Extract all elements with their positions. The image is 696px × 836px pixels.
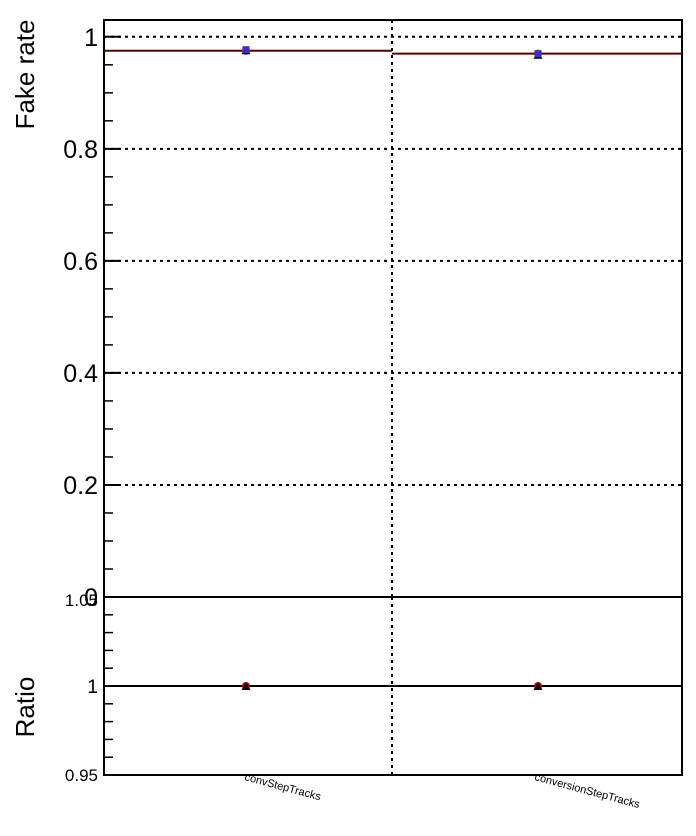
y-axis-title: Fake rate <box>10 20 40 130</box>
y-tick-label: 1 <box>87 677 98 698</box>
x-tick-label: convStepTracks <box>243 771 322 803</box>
data-point <box>242 46 250 54</box>
data-point <box>534 50 542 58</box>
y-axis-title: Ratio <box>10 677 40 738</box>
y-tick-label: 0 <box>84 584 98 612</box>
y-tick-label: 0.2 <box>63 472 98 500</box>
y-tick-label: 0.6 <box>63 248 98 276</box>
y-tick-label: 1.05 <box>65 591 98 610</box>
data-point <box>241 682 251 690</box>
ratio-panel: 0.95 1 1.05 Ratio convStepTracks conversionSt… <box>10 591 683 811</box>
data-point <box>533 682 543 690</box>
y-tick-label: 0.8 <box>63 136 98 164</box>
y-tick-label: 1 <box>84 24 98 52</box>
y-tick-label: 0.4 <box>63 360 98 388</box>
x-tick-label: conversionStepTracks <box>533 771 641 811</box>
y-tick-label: 0.95 <box>65 766 98 785</box>
main-panel: 0 0.2 0.4 0.6 0.8 1 Fake rate <box>10 19 683 612</box>
